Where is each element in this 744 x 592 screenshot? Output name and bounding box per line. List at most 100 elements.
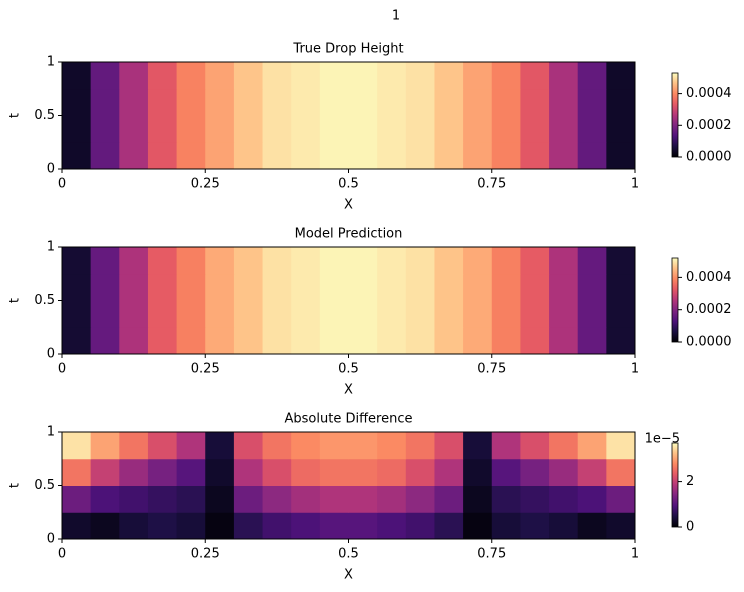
heatmap-cell xyxy=(491,273,521,301)
x-axis-label: X xyxy=(344,568,353,583)
heatmap-cell xyxy=(348,512,378,540)
heatmap-cell xyxy=(377,88,407,116)
heatmap-cell xyxy=(147,485,178,513)
heatmap-cell xyxy=(606,432,636,460)
heatmap-cell xyxy=(549,512,579,540)
heatmap-cell xyxy=(233,432,264,460)
heatmap-cell xyxy=(377,142,407,170)
heatmap-cell xyxy=(377,273,407,301)
heatmap-cell xyxy=(176,458,206,486)
heatmap xyxy=(62,432,636,540)
colorbar-tick-label: 0 xyxy=(686,520,694,535)
heatmap-cell xyxy=(549,88,579,116)
heatmap-cell xyxy=(233,273,264,301)
heatmap-cell xyxy=(549,115,579,143)
heatmap-cell xyxy=(377,327,407,355)
heatmap-cell xyxy=(147,115,178,143)
heatmap-cell xyxy=(205,432,235,460)
x-tick-label: 0.25 xyxy=(191,177,220,192)
heatmap-cell xyxy=(319,512,349,540)
heatmap-cell xyxy=(90,458,120,486)
x-axis-label: X xyxy=(344,383,353,398)
heatmap-cell xyxy=(463,88,493,116)
heatmap-cell xyxy=(577,115,607,143)
heatmap-cell xyxy=(549,485,579,513)
x-tick-label: 0.25 xyxy=(191,547,220,562)
heatmap-cell xyxy=(205,115,235,143)
heatmap-cell xyxy=(90,115,120,143)
heatmap-cell xyxy=(262,62,292,90)
heatmap-cell xyxy=(90,88,120,116)
heatmap-cell xyxy=(62,300,92,328)
y-axis-label: t xyxy=(8,298,23,303)
heatmap-cell xyxy=(348,273,378,301)
heatmap-cell xyxy=(262,300,292,328)
heatmap-cell xyxy=(90,512,120,540)
heatmap-cell xyxy=(549,142,579,170)
heatmap-cell xyxy=(377,247,407,275)
x-tick-label: 0 xyxy=(58,362,66,377)
axes-title: Model Prediction xyxy=(295,227,403,242)
heatmap-cell xyxy=(319,432,349,460)
colorbar-tick-label: 0.0000 xyxy=(686,335,732,350)
heatmap-cell xyxy=(434,432,464,460)
heatmap-cell xyxy=(377,458,407,486)
heatmap-cell xyxy=(520,115,550,143)
heatmap-cell xyxy=(434,458,464,486)
heatmap-cell xyxy=(291,88,321,116)
x-tick-label: 0 xyxy=(58,177,66,192)
heatmap-cell xyxy=(520,458,550,486)
heatmap-cell xyxy=(491,247,521,275)
heatmap-cell xyxy=(348,115,378,143)
heatmap-cell xyxy=(348,432,378,460)
heatmap-cell xyxy=(176,432,206,460)
heatmap-cell xyxy=(291,485,321,513)
heatmap-cell xyxy=(62,512,92,540)
heatmap-cell xyxy=(233,485,264,513)
heatmap-cell xyxy=(262,247,292,275)
heatmap-cell xyxy=(377,512,407,540)
heatmap-cell xyxy=(319,458,349,486)
y-tick-label: 1 xyxy=(47,425,55,440)
heatmap xyxy=(62,62,636,170)
heatmap-cell xyxy=(176,300,206,328)
heatmap-cell xyxy=(491,458,521,486)
x-axis-label: X xyxy=(344,198,353,213)
heatmap-cell xyxy=(62,88,92,116)
heatmap-cell xyxy=(233,115,264,143)
heatmap-cell xyxy=(434,273,464,301)
heatmap-cell xyxy=(606,142,636,170)
heatmap-cell xyxy=(90,327,120,355)
heatmap-cell xyxy=(434,142,464,170)
heatmap-cell xyxy=(463,512,493,540)
heatmap-cell xyxy=(205,247,235,275)
colorbar-tick-label: 0.0004 xyxy=(686,86,732,101)
heatmap-cell xyxy=(549,62,579,90)
heatmap-cell xyxy=(577,432,607,460)
heatmap-cell xyxy=(62,458,92,486)
heatmap-cell xyxy=(233,458,264,486)
heatmap-cell xyxy=(176,512,206,540)
heatmap-cell xyxy=(147,512,178,540)
heatmap-cell xyxy=(62,432,92,460)
heatmap-cell xyxy=(405,247,435,275)
colorbar xyxy=(671,72,679,158)
heatmap-cell xyxy=(377,62,407,90)
heatmap-cell xyxy=(205,142,235,170)
heatmap-cell xyxy=(233,62,264,90)
heatmap-cell xyxy=(577,512,607,540)
heatmap-cell xyxy=(205,512,235,540)
heatmap-cell xyxy=(147,62,178,90)
x-tick-label: 0 xyxy=(58,547,66,562)
heatmap-cell xyxy=(549,273,579,301)
heatmap-cell xyxy=(434,247,464,275)
y-tick-label: 0.5 xyxy=(34,108,55,123)
colorbar-tick-label: 0.0004 xyxy=(686,270,732,285)
colorbar xyxy=(671,442,679,528)
heatmap-cell xyxy=(291,273,321,301)
heatmap-cell xyxy=(90,432,120,460)
heatmap-cell xyxy=(90,273,120,301)
heatmap-cell xyxy=(463,62,493,90)
heatmap-cell xyxy=(90,62,120,90)
heatmap-cell xyxy=(549,432,579,460)
